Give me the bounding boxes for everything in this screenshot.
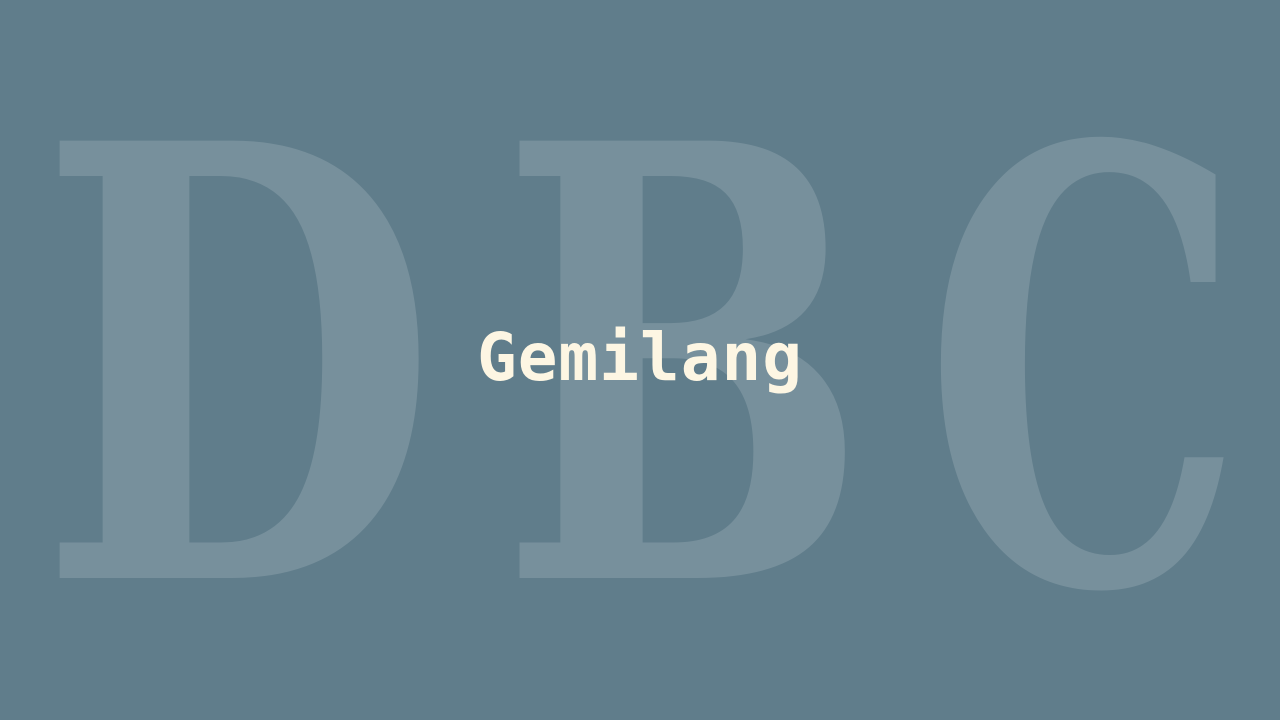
title-text: Gemilang — [477, 319, 803, 396]
watermark-letter-b: B — [499, 15, 869, 720]
watermark-letter-c: C — [924, 19, 1244, 720]
watermark-letter-d: D — [38, 15, 438, 720]
